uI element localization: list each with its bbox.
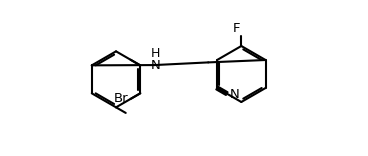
Text: N: N [151, 58, 160, 72]
Text: N: N [229, 88, 239, 101]
Text: F: F [233, 22, 240, 35]
Text: H: H [151, 47, 160, 60]
Text: Br: Br [114, 92, 128, 105]
